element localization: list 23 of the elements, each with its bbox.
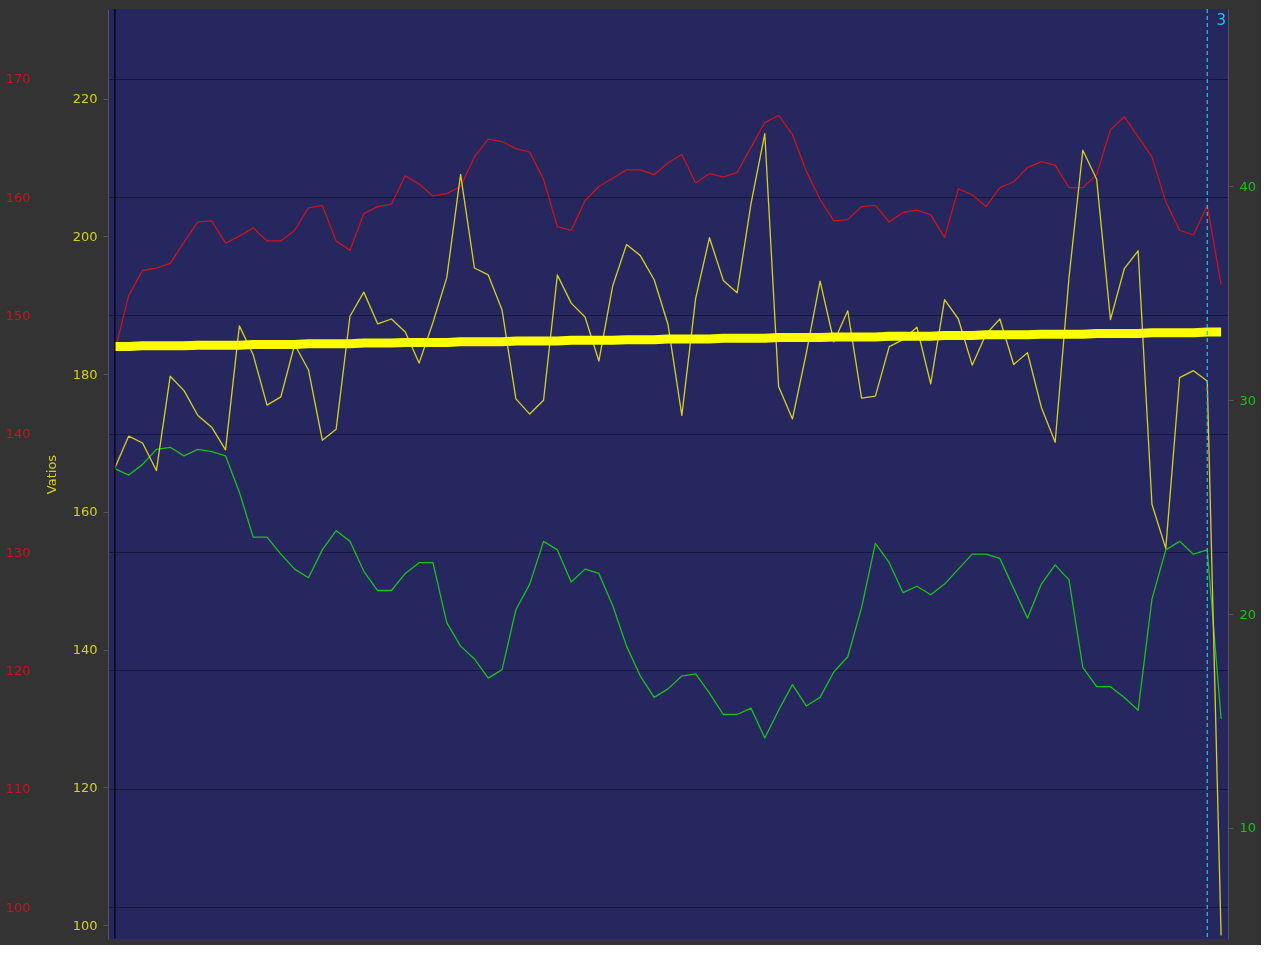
y-tick-label: 140 <box>72 642 98 658</box>
y3-tick-label: 170 <box>5 71 31 87</box>
line-series <box>114 133 1222 937</box>
line-series <box>114 446 1222 739</box>
y3-tick-label: 110 <box>5 781 31 797</box>
y3-tick-label: 160 <box>5 189 31 205</box>
y3-tick-label: 130 <box>5 544 31 560</box>
y-tick-label: 120 <box>72 779 98 795</box>
y-axis-title: Vatios <box>43 454 59 495</box>
y-tick-label: 180 <box>72 366 98 382</box>
y3-tick-label: 100 <box>5 899 31 915</box>
y-tick-label: 100 <box>72 917 98 933</box>
y2-tick-label: 10 <box>1239 820 1257 836</box>
y-tick-label: 160 <box>72 504 98 520</box>
y2-tick-label: 20 <box>1239 606 1257 622</box>
y2-tick-label: 30 <box>1239 392 1257 408</box>
y2-tick-label: 40 <box>1239 178 1257 194</box>
annotation: 3 <box>1216 11 1226 29</box>
y-tick-label: 200 <box>72 228 98 244</box>
y3-tick-label: 120 <box>5 662 31 678</box>
y-tick-label: 220 <box>72 91 98 107</box>
y3-tick-label: 150 <box>5 307 31 323</box>
y3-tick-label: 140 <box>5 426 31 442</box>
